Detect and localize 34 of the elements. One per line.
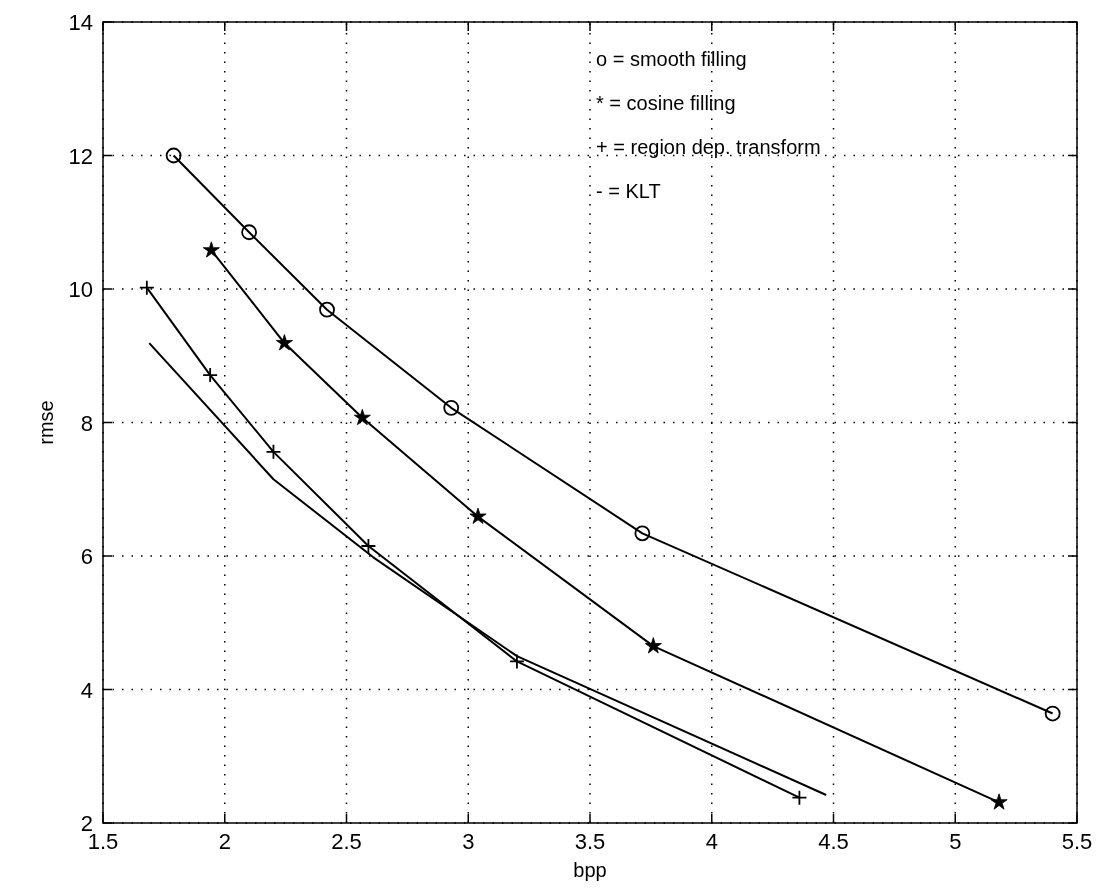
y-axis-title: rmse [35, 400, 57, 445]
point [165, 147, 182, 164]
x-tick-label: 5 [949, 829, 962, 854]
x-tick-label: 4 [705, 829, 718, 854]
point [634, 525, 651, 542]
annotation: o = smooth filling [596, 48, 747, 70]
point [275, 334, 293, 351]
point [353, 408, 371, 426]
annotation: * = cosine filling [596, 92, 736, 114]
x-tick-label: 2 [218, 829, 231, 854]
y-tick-label: 4 [80, 677, 93, 703]
point [791, 789, 808, 806]
point [138, 279, 155, 296]
x-tick-label: 2.5 [331, 829, 362, 854]
annotation: + = region dep. transform [596, 136, 821, 158]
y-tick-label: 10 [68, 277, 93, 302]
point [469, 507, 487, 524]
y-tick-label: 12 [68, 143, 93, 169]
y-tick-label: 8 [80, 410, 93, 436]
point [202, 241, 220, 258]
point [990, 793, 1008, 810]
x-axis-title: bpp [573, 859, 607, 881]
y-tick-label: 6 [80, 544, 93, 569]
x-tick-label: 3.5 [574, 829, 606, 854]
x-tick-label: 4.5 [818, 829, 849, 854]
annotation: - = KLT [596, 180, 661, 202]
point [241, 224, 257, 241]
y-tick-label: 14 [68, 10, 93, 35]
point [443, 399, 460, 416]
point [319, 301, 335, 318]
point [1044, 705, 1061, 722]
x-tick-label: 5.5 [1061, 829, 1093, 854]
point [644, 637, 662, 654]
x-tick-label: 3 [462, 829, 475, 854]
